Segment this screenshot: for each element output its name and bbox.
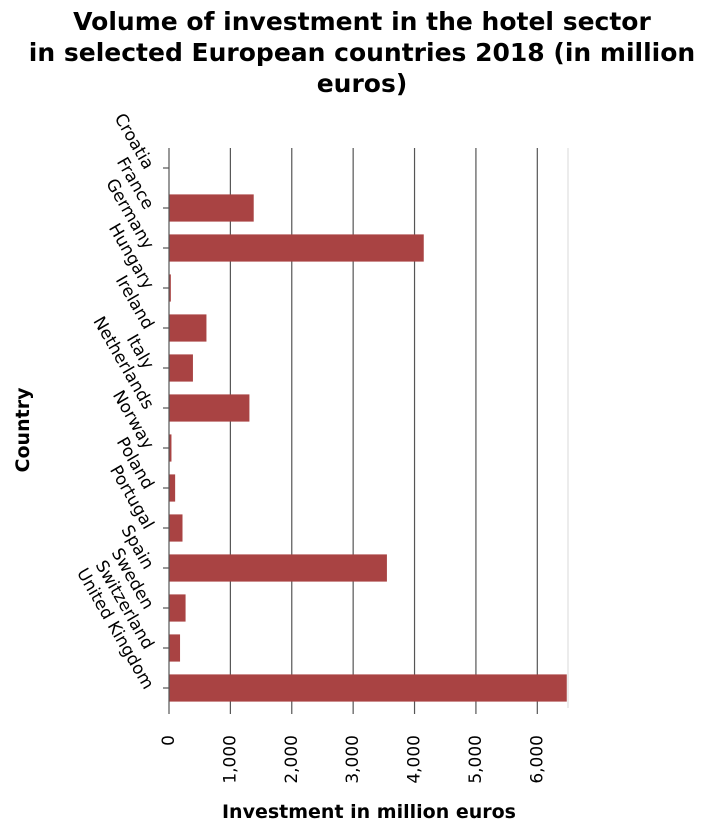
bar — [169, 514, 183, 542]
x-tick-label: 5,000 — [466, 735, 486, 784]
chart-title-line-3: euros) — [316, 69, 408, 98]
y-axis-title: Country — [12, 387, 34, 473]
x-tick-labels: 0 1,000 2,000 3,000 4,000 5,000 6,000 — [159, 735, 547, 784]
chart-title-line-1: Volume of investment in the hotel sector — [73, 7, 651, 36]
chart-title-line-2: in selected European countries 2018 (in … — [28, 38, 696, 67]
x-tick-label: 0 — [159, 735, 179, 746]
y-tick-labels: CroatiaFranceGermanyHungaryIrelandItalyN… — [72, 110, 158, 693]
axes — [163, 148, 538, 714]
bar — [169, 674, 567, 702]
x-tick-label: 3,000 — [343, 735, 363, 784]
bar — [169, 394, 250, 422]
bar — [169, 594, 186, 622]
chart-title: Volume of investment in the hotel sector… — [0, 6, 724, 99]
bar — [169, 234, 424, 262]
bar — [169, 474, 176, 502]
x-axis-title: Investment in million euros — [222, 801, 516, 823]
bar — [169, 314, 207, 342]
grid-lines — [229, 148, 569, 708]
bar — [169, 634, 181, 662]
bar — [169, 274, 171, 302]
bar — [169, 194, 254, 222]
x-tick-label: 4,000 — [405, 735, 425, 784]
x-tick-label: 2,000 — [282, 735, 302, 784]
x-tick-label: 6,000 — [527, 735, 547, 784]
bars — [169, 194, 567, 702]
bar — [169, 354, 193, 382]
bar — [169, 434, 172, 462]
bar — [169, 554, 387, 582]
x-tick-label: 1,000 — [220, 735, 240, 784]
